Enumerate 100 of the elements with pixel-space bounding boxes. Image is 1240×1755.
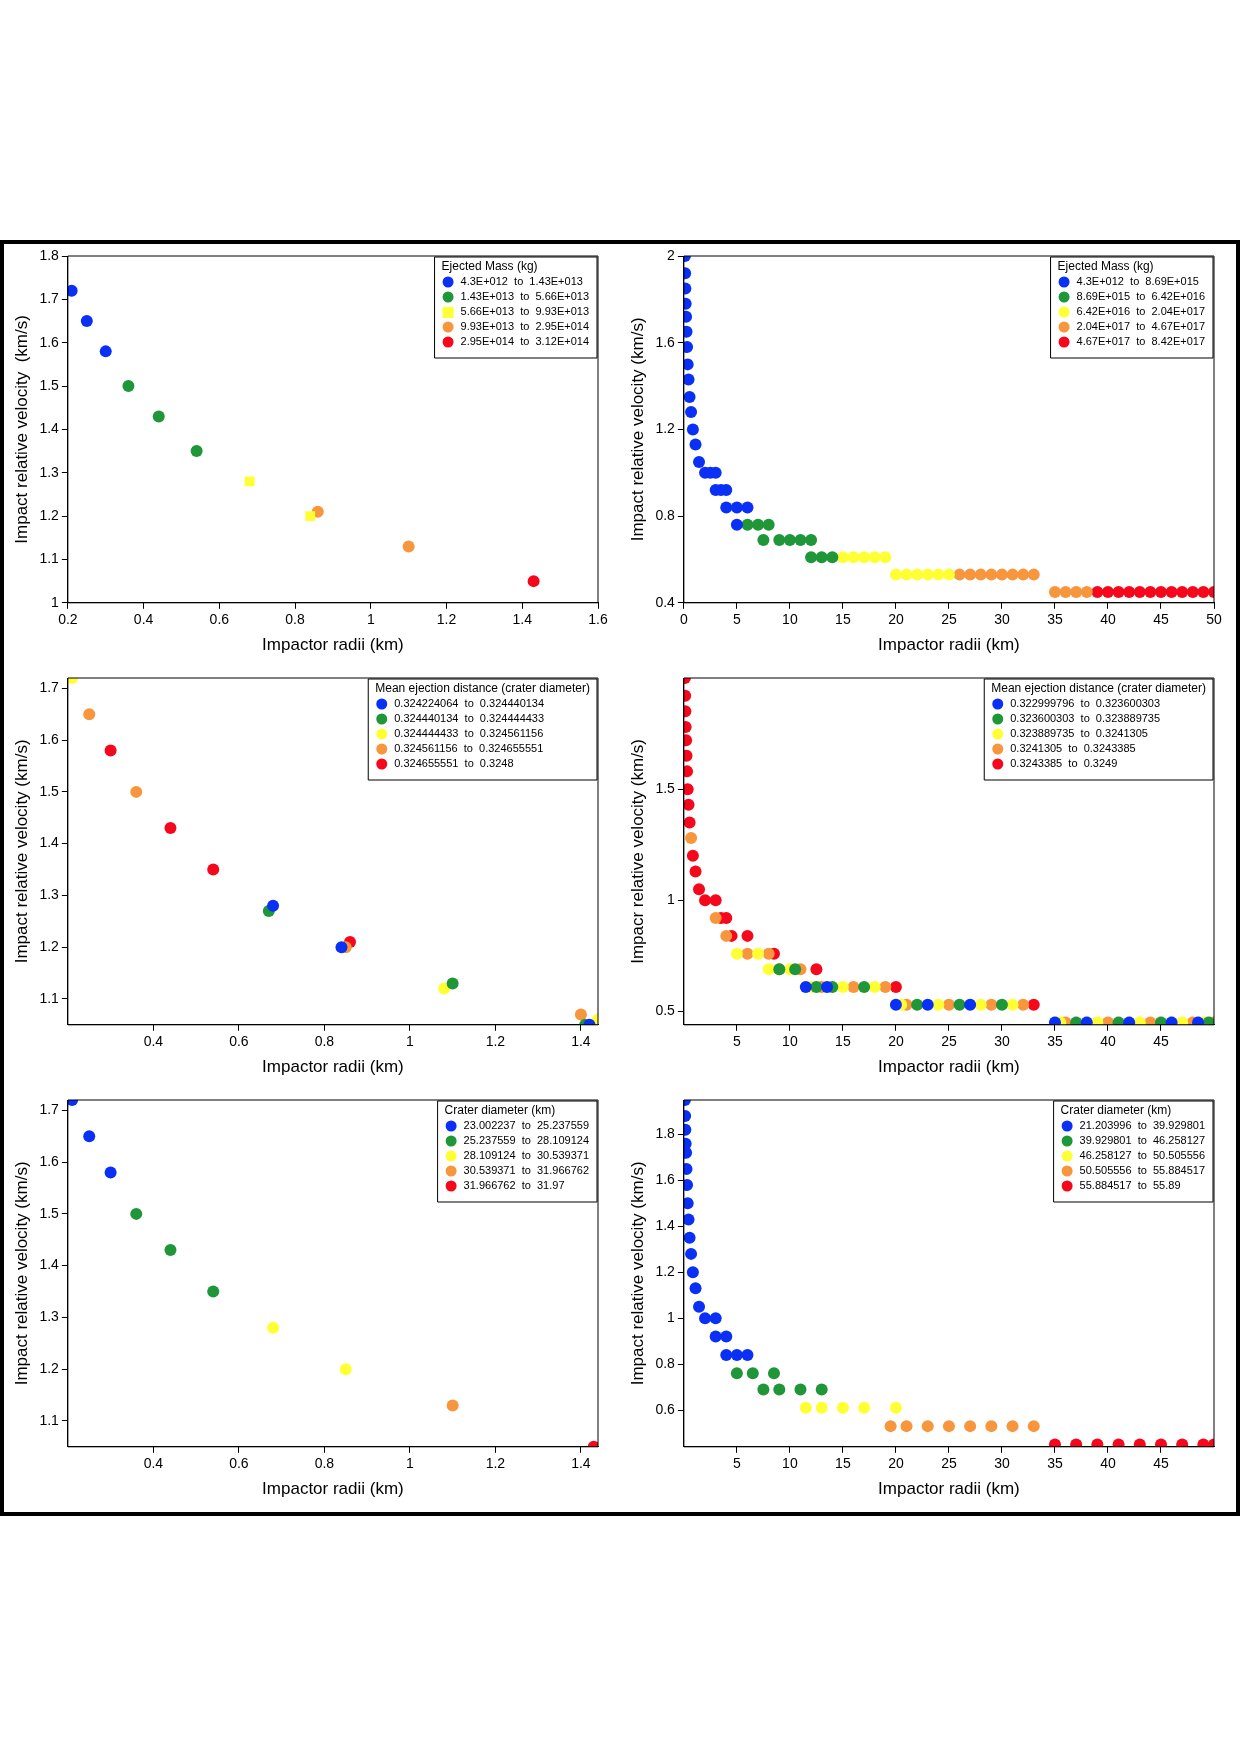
point <box>1123 585 1136 598</box>
x-tick-label: 0.6 <box>229 1455 249 1472</box>
y-tick-label: 1.6 <box>655 333 676 350</box>
x-tick-label: 0.8 <box>285 611 306 628</box>
x-tick-label: 45 <box>1153 1033 1169 1050</box>
point <box>783 533 796 546</box>
point <box>1080 585 1093 598</box>
x-axis-title: Impactor radii (km) <box>262 635 404 655</box>
point <box>1048 585 1061 598</box>
y-tick-label: 1.4 <box>655 1217 676 1234</box>
point <box>815 551 828 564</box>
y-tick-label: 0.8 <box>655 1354 676 1371</box>
point <box>794 533 807 546</box>
legend-label: 30.539371 to 31.966762 <box>463 1164 590 1177</box>
y-tick-label: 1 <box>51 593 60 610</box>
point <box>730 501 743 514</box>
point <box>847 551 860 564</box>
point <box>767 1367 780 1380</box>
x-tick-label: 10 <box>782 611 798 628</box>
point <box>683 816 696 829</box>
point <box>683 1231 696 1244</box>
point <box>821 981 833 994</box>
point <box>730 1348 743 1361</box>
legend-title: Crater diameter (km) <box>1060 1103 1172 1118</box>
x-tick-label: 20 <box>888 1033 904 1050</box>
x-tick-label: 1.6 <box>588 611 608 628</box>
point <box>1091 585 1104 598</box>
legend-label: 46.258127 to 50.505556 <box>1079 1149 1206 1162</box>
point <box>932 998 945 1011</box>
legend-label: 9.93E+013 to 2.95E+014 <box>460 320 590 333</box>
point <box>1006 568 1019 581</box>
point <box>746 1367 759 1380</box>
point <box>164 822 177 835</box>
point <box>741 1348 754 1361</box>
y-axis-title: Impact relative velocity (km/s) <box>11 315 31 544</box>
point <box>773 1383 786 1396</box>
x-axis-title: Impactor radii (km) <box>878 1479 1020 1499</box>
x-tick-label: 35 <box>1047 611 1063 628</box>
x-tick-label: 30 <box>994 1033 1010 1050</box>
x-tick-label: 40 <box>1100 611 1116 628</box>
y-tick-label: 1.2 <box>655 420 676 437</box>
point <box>799 1401 812 1414</box>
x-tick-label: 15 <box>835 1455 851 1472</box>
point <box>1165 585 1178 598</box>
point <box>942 568 955 581</box>
legend-label: 4.3E+012 to 8.69E+015 <box>1076 275 1199 288</box>
point <box>868 551 881 564</box>
point <box>773 533 786 546</box>
y-tick-label: 1.4 <box>39 834 60 851</box>
point <box>921 568 934 581</box>
x-axis-title: Impactor radii (km) <box>262 1479 404 1499</box>
point <box>1112 585 1125 598</box>
point <box>1027 568 1040 581</box>
legend-label: 0.3243385 to 0.3249 <box>1010 757 1118 770</box>
point <box>683 765 694 778</box>
point <box>799 981 812 994</box>
y-tick-label: 1.5 <box>39 376 60 393</box>
point <box>244 476 255 487</box>
x-tick-label: 50 <box>1206 611 1222 628</box>
x-tick-label: 15 <box>835 1033 851 1050</box>
legend-label: 6.42E+016 to 2.04E+017 <box>1076 305 1206 318</box>
point <box>1006 998 1019 1011</box>
point <box>741 929 754 942</box>
point <box>104 744 117 757</box>
point <box>685 406 698 419</box>
x-tick-label: 1.4 <box>571 1033 591 1050</box>
point <box>1017 998 1030 1011</box>
point <box>683 390 696 403</box>
legend-label: 28.109124 to 30.539371 <box>463 1149 590 1162</box>
point <box>720 501 733 514</box>
x-tick-label: 45 <box>1153 611 1169 628</box>
point <box>889 1401 902 1414</box>
legend-label: 50.505556 to 55.884517 <box>1079 1164 1206 1177</box>
y-tick-label: 0.6 <box>655 1400 676 1417</box>
x-tick-label: 1 <box>366 611 375 628</box>
x-tick-label: 10 <box>782 1455 798 1472</box>
point <box>964 1420 977 1433</box>
point <box>527 575 540 588</box>
legend-title: Mean ejection distance (crater diameter) <box>991 681 1206 696</box>
x-tick-label: 1.2 <box>436 611 457 628</box>
point <box>83 708 96 721</box>
point <box>683 373 695 386</box>
legend-label: 0.323600303 to 0.323889735 <box>1010 712 1161 725</box>
point <box>686 849 699 862</box>
point <box>836 981 849 994</box>
point <box>889 568 902 581</box>
y-tick-label: 1.7 <box>39 679 60 696</box>
point <box>683 1178 694 1191</box>
y-tick-label: 1.5 <box>39 1204 60 1221</box>
x-tick-label: 0.8 <box>314 1033 335 1050</box>
point <box>794 1383 807 1396</box>
point <box>868 981 881 994</box>
point <box>685 1247 698 1260</box>
point <box>836 1401 849 1414</box>
point <box>879 981 892 994</box>
point <box>689 1282 702 1295</box>
point <box>685 832 698 845</box>
legend-label: 4.67E+017 to 8.42E+017 <box>1076 335 1206 348</box>
y-tick-label: 1.1 <box>39 1411 60 1428</box>
point <box>858 551 871 564</box>
